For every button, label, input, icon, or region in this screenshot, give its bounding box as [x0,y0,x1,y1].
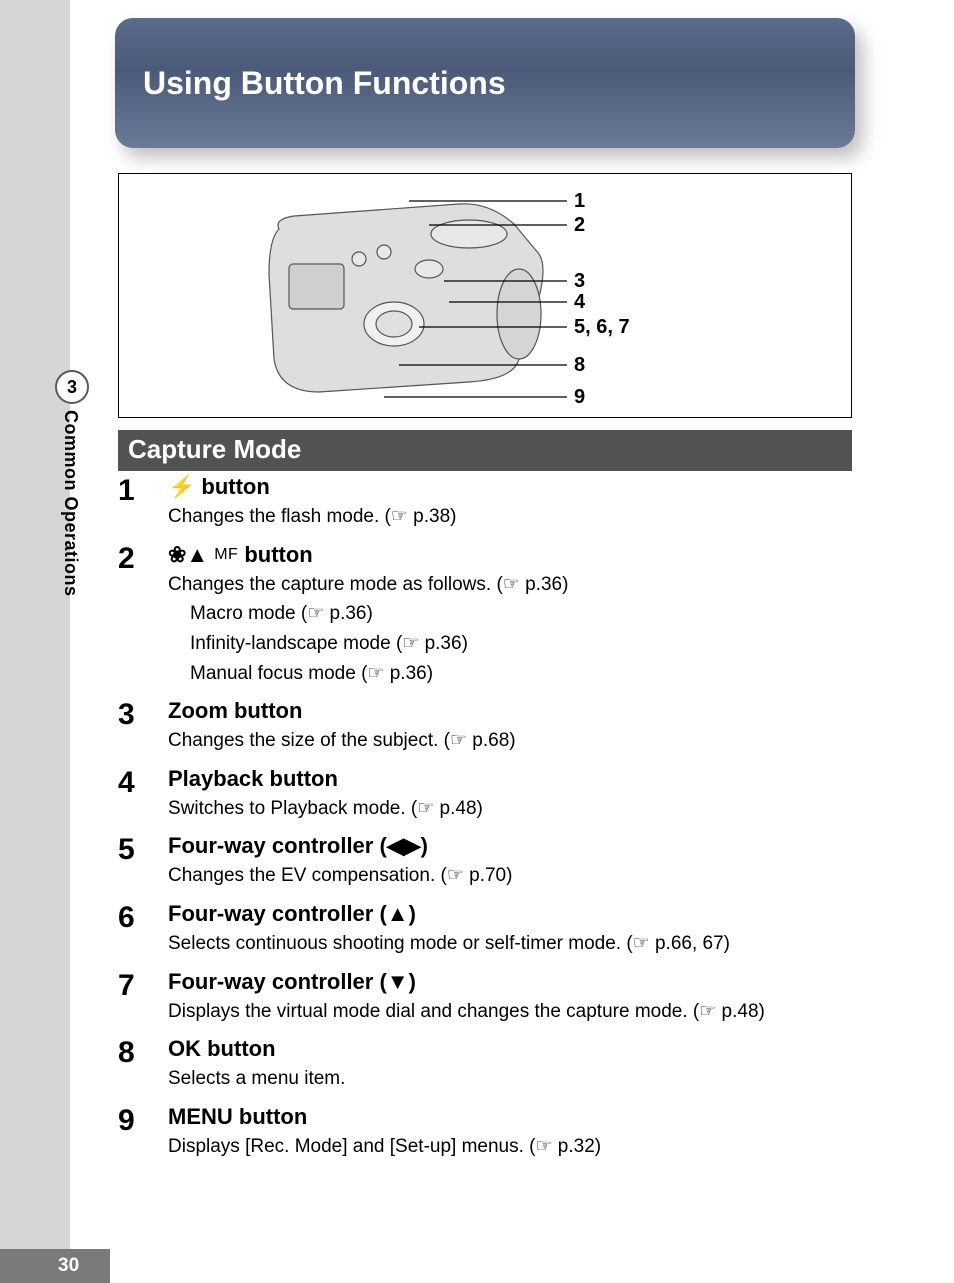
item-title: Four-way controller (▼) [168,969,852,995]
page-title-text: Using Button Functions [143,65,506,102]
chapter-number-badge: 3 [55,370,89,404]
function-item-4: 4 Playback button Switches to Playback mo… [118,766,852,832]
item-number: 9 [118,1104,168,1136]
item-number: 6 [118,901,168,933]
item-body: ⚡ button Changes the flash mode. (☞ p.38) [168,474,852,540]
item-body: MENU button Displays [Rec. Mode] and [Set… [168,1104,852,1170]
camera-illustration [119,174,851,417]
item-number: 1 [118,474,168,506]
item-body: Zoom button Changes the size of the subje… [168,698,852,764]
item-body: Four-way controller (▲) Selects continuou… [168,901,852,967]
item-title: Zoom button [168,698,852,724]
item-description: Changes the capture mode as follows. (☞ … [168,572,852,598]
diagram-callout-6: 8 [574,354,585,377]
item-title-text: MENU button [168,1104,307,1130]
item-description: Changes the size of the subject. (☞ p.68… [168,728,852,754]
item-number: 8 [118,1036,168,1068]
item-title-text: Zoom button [168,698,302,724]
item-title-text: OK button [168,1036,276,1062]
page-number-box [0,1249,110,1283]
function-item-1: 1⚡ button Changes the flash mode. (☞ p.38… [118,474,852,540]
diagram-callout-7: 9 [574,386,585,409]
diagram-callout-3: 3 [574,270,585,293]
function-item-9: 9 MENU button Displays [Rec. Mode] and [S… [118,1104,852,1170]
manual-page: 3 Common Operations Using Button Functio… [0,0,954,1283]
item-sub-line: Infinity-landscape mode (☞ p.36) [168,631,852,657]
item-title-text: Four-way controller (▲) [168,901,416,927]
item-body: Four-way controller (▼) Displays the virt… [168,969,852,1035]
diagram-callout-4: 4 [574,291,585,314]
mf-label: MF [214,546,238,564]
item-description: Selects a menu item. [168,1066,852,1092]
item-description: Switches to Playback mode. (☞ p.48) [168,796,852,822]
item-number: 4 [118,766,168,798]
item-body: Playback button Switches to Playback mode… [168,766,852,832]
button-functions-list: 1⚡ button Changes the flash mode. (☞ p.38… [118,474,852,1172]
item-sub-line: Macro mode (☞ p.36) [168,601,852,627]
left-margin-column [0,0,70,1283]
function-item-8: 8 OK button Selects a menu item. [118,1036,852,1102]
diagram-callout-5: 5, 6, 7 [574,316,630,339]
item-description: Selects continuous shooting mode or self… [168,931,852,957]
section-title: Capture Mode [128,434,301,464]
item-description: Displays the virtual mode dial and chang… [168,999,852,1025]
camera-diagram: 12 345, 6, 7 8 9 [118,173,852,418]
item-title: OK button [168,1036,852,1062]
item-title: Four-way controller (◀▶) [168,833,852,859]
function-item-3: 3 Zoom button Changes the size of the sub… [118,698,852,764]
function-item-2: 2❀▲ MF button Changes the capture mode as … [118,542,852,697]
item-body: OK button Selects a menu item. [168,1036,852,1102]
item-title: ⚡ button [168,474,852,500]
item-body: ❀▲ MF button Changes the capture mode as f… [168,542,852,697]
diagram-callout-2: 2 [574,214,585,237]
item-title-text: Playback button [168,766,338,792]
item-number: 5 [118,833,168,865]
chapter-title-vertical: Common Operations [60,410,81,597]
item-title-text: Four-way controller (◀▶) [168,833,428,859]
macro-mountain-icon: ❀▲ [168,544,208,566]
item-title-text: button [244,542,312,568]
item-title: Four-way controller (▲) [168,901,852,927]
item-title: ❀▲ MF button [168,542,852,568]
item-description: Changes the EV compensation. (☞ p.70) [168,863,852,889]
item-description: Displays [Rec. Mode] and [Set-up] menus.… [168,1134,852,1160]
page-title-banner: Using Button Functions [115,18,855,148]
item-description: Changes the flash mode. (☞ p.38) [168,504,852,530]
section-header-bar: Capture Mode [118,430,852,471]
page-number: 30 [58,1255,79,1277]
function-item-5: 5 Four-way controller (◀▶) Changes the EV… [118,833,852,899]
item-sub-line: Manual focus mode (☞ p.36) [168,661,852,687]
diagram-callout-1: 1 [574,190,585,213]
item-body: Four-way controller (◀▶) Changes the EV c… [168,833,852,899]
function-item-7: 7 Four-way controller (▼) Displays the vi… [118,969,852,1035]
item-number: 3 [118,698,168,730]
item-number: 2 [118,542,168,574]
item-title: MENU button [168,1104,852,1130]
item-title-text: Four-way controller (▼) [168,969,416,995]
function-item-6: 6 Four-way controller (▲) Selects continu… [118,901,852,967]
item-number: 7 [118,969,168,1001]
flash-icon: ⚡ [168,476,195,498]
item-title-text: button [201,474,269,500]
item-title: Playback button [168,766,852,792]
